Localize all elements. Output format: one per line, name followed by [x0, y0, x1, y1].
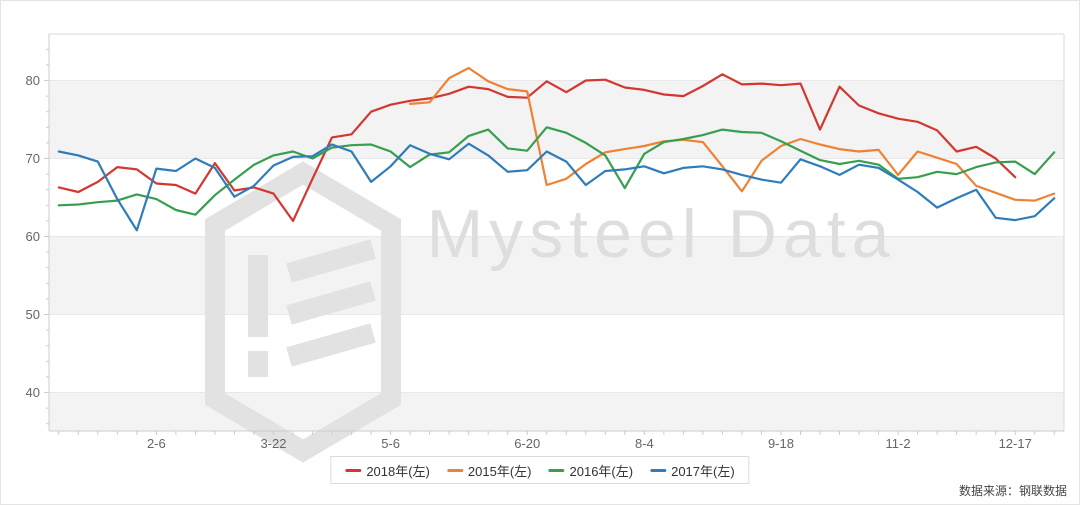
y-axis-tick-label: 70 — [26, 151, 40, 166]
split-area-band — [49, 392, 1064, 431]
x-axis-tick-label: 11-2 — [886, 436, 911, 451]
x-axis-tick-label: 9-18 — [768, 436, 794, 451]
y-axis-tick-label: 60 — [26, 229, 40, 244]
legend-dash-icon — [446, 468, 463, 472]
legend-label: 2015年(左) — [467, 463, 532, 479]
legend-label: 2017年(左) — [671, 463, 735, 479]
y-axis-tick-label: 80 — [26, 73, 40, 88]
legend-dash-icon — [345, 468, 362, 472]
y-axis-tick-label: 50 — [26, 307, 40, 322]
y-axis-tick-label: 40 — [26, 385, 40, 400]
legend-item-2016[interactable]: 2016年(左) — [548, 461, 634, 480]
watermark-logo-stripe — [286, 281, 376, 325]
legend-item-2017[interactable]: 2017年(左) — [650, 461, 735, 480]
x-axis-tick-label: 6-20 — [514, 436, 540, 451]
series-line-2015 — [409, 66, 1056, 202]
split-area-band — [49, 80, 1064, 159]
watermark-logo-stripe — [286, 239, 376, 283]
watermark-logo-square — [248, 351, 268, 377]
series-line-2018 — [57, 73, 1017, 222]
series-line-2017 — [57, 142, 1056, 232]
data-source-note: 数据来源：钢联数据 — [958, 484, 1067, 498]
legend-label: 2016年(左) — [569, 463, 634, 479]
watermark-logo-stripe — [286, 323, 376, 367]
legend-dash-icon — [548, 468, 565, 472]
legend-item-2015[interactable]: 2015年(左) — [446, 461, 532, 480]
x-axis-tick-label: 8-4 — [635, 436, 654, 451]
x-axis-tick-label: 12-17 — [999, 436, 1032, 451]
x-axis-tick-label: 3-22 — [260, 436, 286, 451]
x-axis-tick-label: 2-6 — [147, 436, 166, 451]
series-line-2016 — [57, 126, 1056, 216]
legend-label: 2018年(左) — [366, 463, 430, 479]
legend-item-2018[interactable]: 2018年(左) — [345, 461, 430, 480]
legend: 2018年(左) 2015年(左) 2016年(左) 2017年(左) — [330, 456, 750, 484]
x-axis-tick-label: 5-6 — [381, 436, 400, 451]
watermark-logo-hexagon — [205, 161, 401, 463]
watermark-text: Mysteel Data — [427, 196, 896, 272]
legend-dash-icon — [650, 468, 667, 472]
